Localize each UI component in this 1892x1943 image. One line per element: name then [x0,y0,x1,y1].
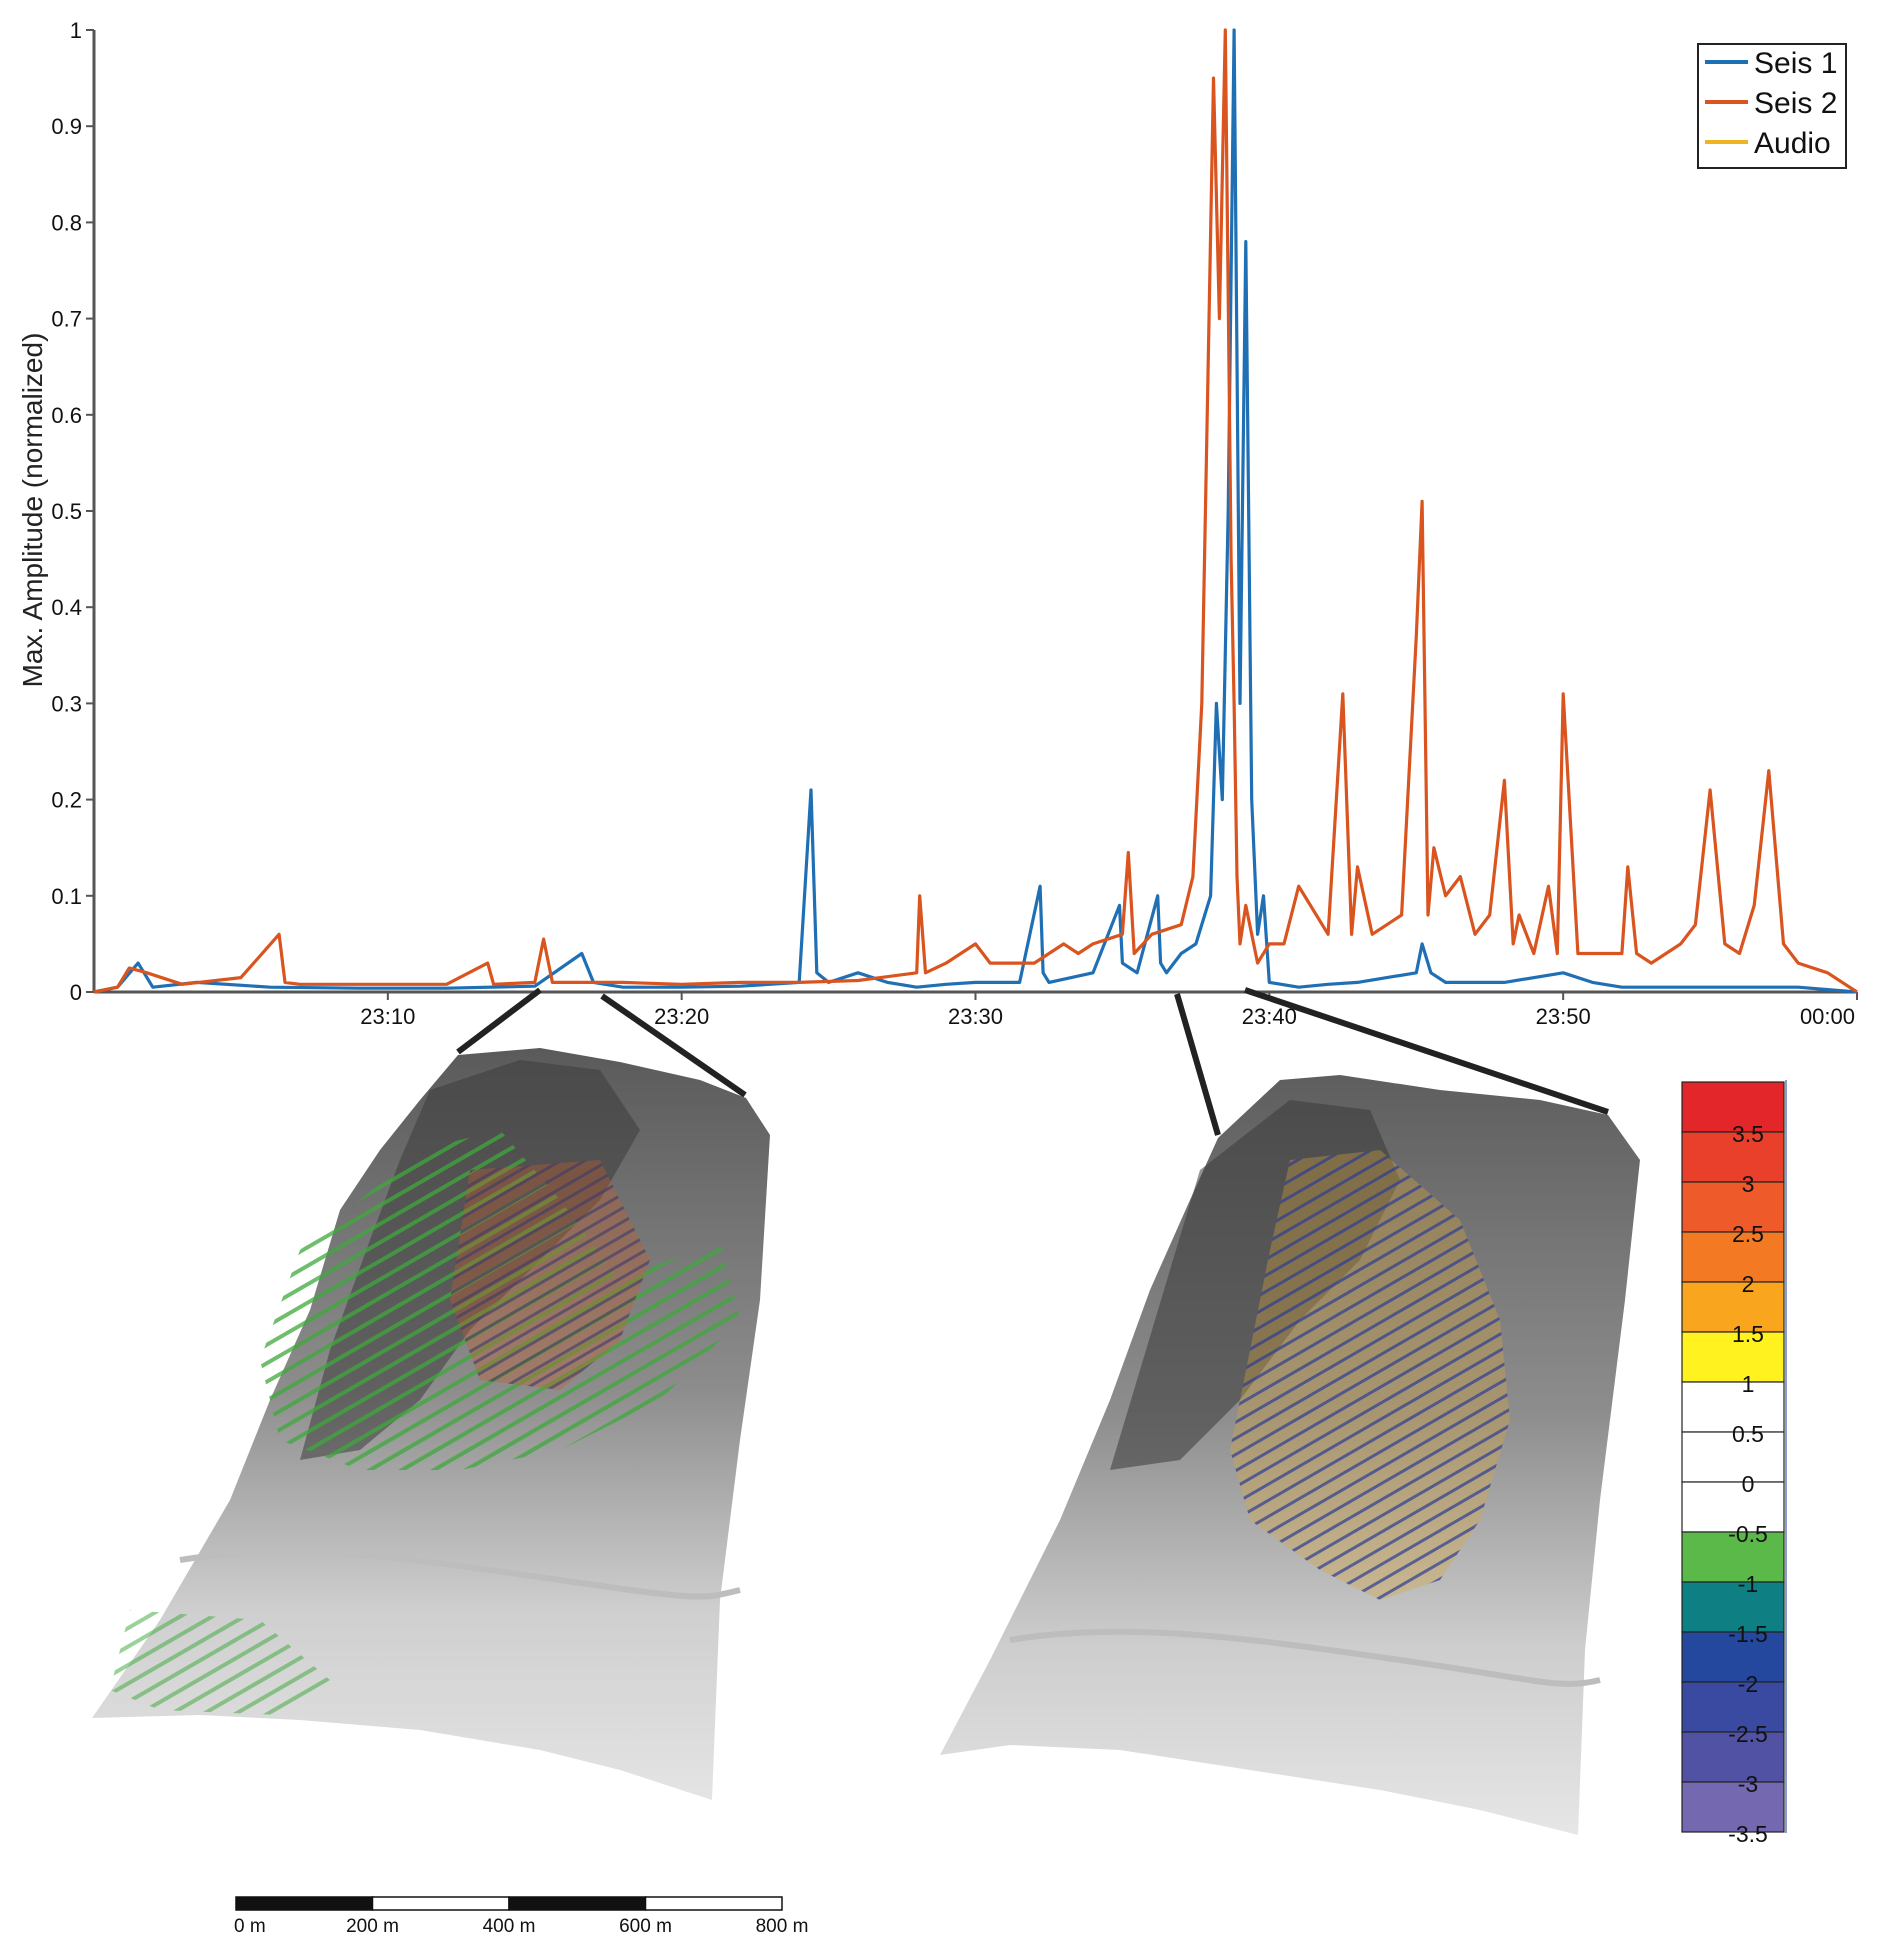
scale-bar: 0 m 200 m 400 m 600 m 800 m [234,1896,808,1937]
y-tick-label: 0.9 [51,114,82,139]
colorbar-label: -1 [1738,1571,1758,1597]
x-tick-label: 23:10 [360,1004,415,1029]
y-tick-label: 0.6 [51,403,82,428]
y-tick-label: 0.1 [51,884,82,909]
colorbar-cell [1681,1131,1785,1183]
colorbar-label: -1.5 [1728,1621,1768,1647]
scale-bar-segment [371,1896,510,1911]
colorbar-cells [1681,1081,1785,1833]
scale-bar-label: 800 m [756,1916,809,1937]
colorbar-label: 1 [1742,1371,1755,1397]
connector-right-a [1174,993,1221,1136]
colorbar-label: 1.5 [1732,1321,1764,1347]
terrain-left-valley-road [179,1548,741,1600]
x-axis-ticks: 23:10 23:20 23:30 23:40 23:50 00:00 [360,992,1858,1029]
colorbar-label: -3.5 [1728,1821,1768,1847]
scale-bar-label: 0 m [234,1916,266,1937]
colorbar-label: -2 [1738,1671,1758,1697]
colorbar-cell [1681,1631,1785,1683]
colorbar-label: -2.5 [1728,1721,1768,1747]
series-line-seis-1 [93,28,1858,994]
colorbar-cell [1681,1581,1785,1633]
x-tick-label: 00:00 [1800,1004,1855,1029]
colorbar-label: 0 [1742,1471,1755,1497]
y-axis-title: Max. Amplitude (normalized) [17,333,48,688]
scale-bar-labels: 0 m 200 m 400 m 600 m 800 m [234,1916,808,1937]
colorbar-cell [1681,1281,1785,1333]
scale-bar-segment [235,1896,374,1911]
terrain-left-lower-green [110,1610,330,1715]
amplitude-chart: 0 0.1 0.2 0.3 0.4 0.5 0.6 0.7 0.8 0.9 1 23:10 23:20… [17,18,1858,1029]
colorbar-cell [1681,1331,1785,1383]
colorbar-cell [1681,1781,1785,1833]
colorbar-cell [1681,1481,1785,1533]
legend-label: Seis 1 [1754,47,1837,80]
y-tick-label: 1 [70,18,82,43]
scale-bar-segment [644,1896,783,1911]
y-tick-label: 0.4 [51,595,82,620]
x-tick-label: 23:30 [948,1004,1003,1029]
colorbar-label: -3 [1738,1771,1758,1797]
terrain-right-slide-overlay [1230,1150,1510,1600]
connector-left-a [456,987,542,1055]
y-axis-ticks: 0 0.1 0.2 0.3 0.4 0.5 0.6 0.7 0.8 0.9 1 [51,18,94,1005]
terrain-left-slide-overlay [450,1160,650,1390]
zoom-connector-lines [456,987,1609,1136]
colorbar-cell [1681,1181,1785,1233]
colorbar-label: 2.5 [1732,1221,1764,1247]
legend-box [1697,43,1847,169]
colorbar-label: 0.5 [1732,1421,1764,1447]
y-tick-label: 0.7 [51,307,82,332]
series-line-seis-2 [93,28,1858,994]
terrain-right-valley-road [1009,1628,1601,1687]
x-tick-label: 23:20 [654,1004,709,1029]
y-tick-label: 0.3 [51,691,82,716]
colorbar-cell [1681,1531,1785,1583]
legend-label: Seis 2 [1754,87,1837,120]
colorbar-cell [1681,1681,1785,1733]
colorbar: 3.5 3 2.5 2 1.5 1 0.5 0 -0.5 -1 -1.5 -2 -2.5 -3 -3.5 [1681,1080,1787,1847]
y-tick-label: 0 [70,980,82,1005]
colorbar-labels: 3.5 3 2.5 2 1.5 1 0.5 0 -0.5 -1 -1.5 -2 -2.5 -3 -3.5 [1728,1121,1768,1847]
x-tick-label: 23:40 [1242,1004,1297,1029]
connector-left-b [600,993,747,1098]
colorbar-cell [1681,1231,1785,1283]
terrain-map-left [92,1048,770,1800]
connector-right-b [1244,987,1609,1115]
x-tick-label: 23:50 [1536,1004,1591,1029]
y-tick-label: 0.2 [51,788,82,813]
legend-entries: Seis 1 Seis 2 Audio [1705,47,1837,160]
colorbar-label: 2 [1742,1271,1755,1297]
colorbar-label: 3 [1742,1171,1755,1197]
colorbar-cell [1681,1731,1785,1783]
scale-bar-segment [508,1896,647,1911]
series-lines [93,28,1858,994]
scale-bar-label: 600 m [619,1916,672,1937]
scale-bar-label: 200 m [346,1916,399,1937]
scale-bar-segments [235,1896,783,1911]
colorbar-cell [1681,1381,1785,1433]
legend: Seis 1 Seis 2 Audio [1697,43,1847,169]
y-tick-label: 0.8 [51,210,82,235]
colorbar-cell [1681,1431,1785,1483]
colorbar-label: -0.5 [1728,1521,1768,1547]
y-tick-label: 0.5 [51,499,82,524]
colorbar-label: 3.5 [1732,1121,1764,1147]
terrain-map-right [940,1075,1640,1835]
scale-bar-label: 400 m [483,1916,536,1937]
legend-label: Audio [1754,127,1831,160]
